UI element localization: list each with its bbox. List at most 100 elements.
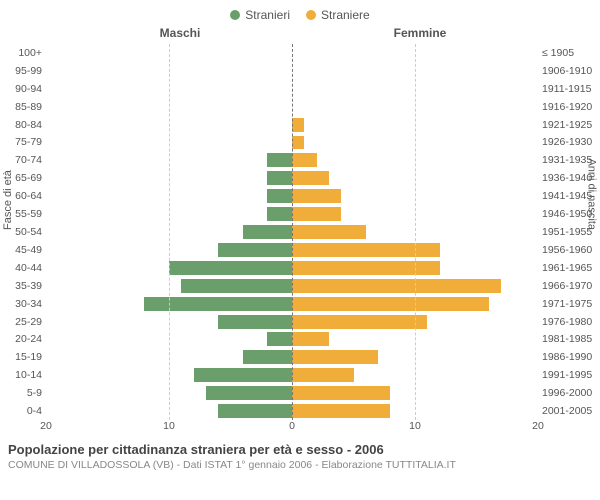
bar-male xyxy=(267,171,292,185)
bar-male xyxy=(243,225,292,239)
bars-male xyxy=(46,44,292,420)
bar-row xyxy=(292,169,538,187)
bar-row xyxy=(292,277,538,295)
birth-label: 1916-1920 xyxy=(542,98,600,116)
ylabel-left: Fasce di età xyxy=(2,170,14,230)
bar-row xyxy=(46,295,292,313)
age-label: 10-14 xyxy=(0,366,42,384)
bar-female xyxy=(292,171,329,185)
footer: Popolazione per cittadinanza straniera p… xyxy=(0,436,600,471)
bar-female xyxy=(292,243,440,257)
age-label: 100+ xyxy=(0,44,42,62)
bar-row xyxy=(46,277,292,295)
bar-female xyxy=(292,225,366,239)
legend-item-female: Straniere xyxy=(306,8,370,22)
bar-row xyxy=(46,259,292,277)
age-label: 40-44 xyxy=(0,259,42,277)
legend-label-male: Stranieri xyxy=(245,8,290,22)
bar-male xyxy=(218,315,292,329)
bar-row xyxy=(292,348,538,366)
bar-row xyxy=(46,348,292,366)
bar-female xyxy=(292,153,317,167)
bar-row xyxy=(292,295,538,313)
birth-label: 1911-1915 xyxy=(542,80,600,98)
chart-title: Popolazione per cittadinanza straniera p… xyxy=(8,442,592,457)
age-label: 70-74 xyxy=(0,151,42,169)
bar-row xyxy=(292,44,538,62)
bar-female xyxy=(292,261,440,275)
bar-row xyxy=(46,169,292,187)
birth-label: 1956-1960 xyxy=(542,241,600,259)
bar-male xyxy=(243,350,292,364)
bar-row xyxy=(292,384,538,402)
age-label: 0-4 xyxy=(0,402,42,420)
age-label: 75-79 xyxy=(0,134,42,152)
bar-row xyxy=(46,331,292,349)
bar-female xyxy=(292,404,390,418)
bar-male xyxy=(194,368,292,382)
bar-row xyxy=(46,205,292,223)
birth-labels-right: ≤ 19051906-19101911-19151916-19201921-19… xyxy=(538,44,600,420)
bar-row xyxy=(46,116,292,134)
bar-female xyxy=(292,297,489,311)
birth-label: 1926-1930 xyxy=(542,134,600,152)
bar-male xyxy=(206,386,292,400)
bar-row xyxy=(46,241,292,259)
swatch-male xyxy=(230,10,240,20)
x-ticks: 201001020 xyxy=(46,420,538,434)
chart: Fasce di età Anni di nascita 100+95-9990… xyxy=(0,40,600,420)
age-label: 85-89 xyxy=(0,98,42,116)
bar-row xyxy=(46,44,292,62)
ylabel-right: Anni di nascita xyxy=(586,158,598,230)
bar-row xyxy=(46,151,292,169)
birth-label: 1961-1965 xyxy=(542,259,600,277)
headers: Maschi Femmine xyxy=(0,26,600,40)
header-male: Maschi xyxy=(60,26,300,40)
bar-male xyxy=(267,332,292,346)
bar-female xyxy=(292,118,304,132)
bar-row xyxy=(292,241,538,259)
age-label: 30-34 xyxy=(0,295,42,313)
bars-female xyxy=(292,44,538,420)
bar-male xyxy=(169,261,292,275)
bar-female xyxy=(292,332,329,346)
age-label: 45-49 xyxy=(0,241,42,259)
age-label: 35-39 xyxy=(0,277,42,295)
bar-row xyxy=(292,116,538,134)
chart-subtitle: COMUNE DI VILLADOSSOLA (VB) - Dati ISTAT… xyxy=(8,457,592,471)
bar-row xyxy=(292,187,538,205)
bar-row xyxy=(292,62,538,80)
bar-male xyxy=(267,189,292,203)
x-tick: 20 xyxy=(40,420,52,432)
bar-row xyxy=(292,313,538,331)
bar-row xyxy=(292,205,538,223)
birth-label: 2001-2005 xyxy=(542,402,600,420)
birth-label: 1971-1975 xyxy=(542,295,600,313)
bar-row xyxy=(46,98,292,116)
birth-label: 1996-2000 xyxy=(542,384,600,402)
legend-label-female: Straniere xyxy=(321,8,370,22)
age-label: 20-24 xyxy=(0,331,42,349)
bar-row xyxy=(46,384,292,402)
bar-row xyxy=(292,402,538,420)
x-axis: 201001020 xyxy=(0,420,600,436)
bar-row xyxy=(46,80,292,98)
legend: Stranieri Straniere xyxy=(0,0,600,26)
bar-male xyxy=(218,243,292,257)
bar-row xyxy=(46,223,292,241)
age-label: 90-94 xyxy=(0,80,42,98)
age-labels-left: 100+95-9990-9485-8980-8475-7970-7465-696… xyxy=(0,44,46,420)
birth-label: 1921-1925 xyxy=(542,116,600,134)
age-label: 80-84 xyxy=(0,116,42,134)
bar-male xyxy=(267,153,292,167)
bar-male xyxy=(218,404,292,418)
bar-row xyxy=(292,80,538,98)
bar-male xyxy=(267,207,292,221)
bar-female xyxy=(292,136,304,150)
bar-male xyxy=(144,297,292,311)
x-tick: 20 xyxy=(532,420,544,432)
bar-row xyxy=(46,402,292,420)
bar-row xyxy=(292,259,538,277)
bar-row xyxy=(46,62,292,80)
age-label: 5-9 xyxy=(0,384,42,402)
